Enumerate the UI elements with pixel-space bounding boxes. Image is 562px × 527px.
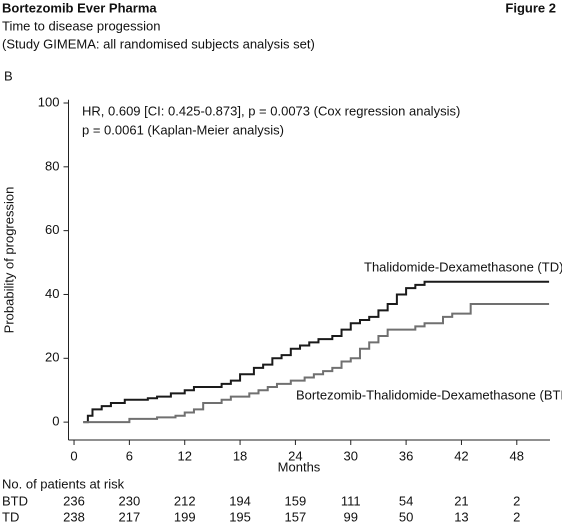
- y-axis-label: Probability of progression: [1, 187, 16, 334]
- x-tick-label: 18: [233, 448, 247, 463]
- figure-label: Figure 2: [505, 0, 556, 15]
- header-title: Bortezomib Ever Pharma: [2, 0, 157, 15]
- x-axis-label: Months: [278, 459, 321, 474]
- risk-row-name: TD: [2, 509, 19, 524]
- risk-count: 50: [399, 509, 413, 524]
- x-tick-label: 42: [454, 448, 468, 463]
- risk-count: 99: [344, 509, 358, 524]
- x-tick-label: 24: [288, 448, 302, 463]
- risk-count: 13: [454, 509, 468, 524]
- risk-count: 159: [285, 493, 307, 508]
- risk-count: 194: [229, 493, 251, 508]
- series-label: Thalidomide-Dexamethasone (TD): [364, 259, 562, 274]
- risk-count: 2: [513, 509, 520, 524]
- annotation: p = 0.0061 (Kaplan-Meier analysis): [82, 122, 284, 137]
- x-tick-label: 48: [510, 448, 524, 463]
- risk-count: 236: [63, 493, 85, 508]
- risk-count: 217: [119, 509, 141, 524]
- x-tick-label: 6: [126, 448, 133, 463]
- x-tick-label: 12: [177, 448, 191, 463]
- x-tick-label: 30: [344, 448, 358, 463]
- panel-label: B: [4, 68, 13, 83]
- risk-count: 195: [229, 509, 251, 524]
- annotation: HR, 0.609 [CI: 0.425-0.873], p = 0.0073 …: [82, 103, 460, 118]
- risk-count: 111: [341, 493, 361, 508]
- risk-count: 157: [285, 509, 307, 524]
- risk-table-title: No. of patients at risk: [2, 476, 125, 491]
- risk-count: 230: [119, 493, 141, 508]
- y-tick-label: 60: [45, 222, 59, 237]
- x-tick-label: 0: [70, 448, 77, 463]
- risk-count: 212: [174, 493, 196, 508]
- y-tick-label: 40: [45, 286, 59, 301]
- risk-count: 2: [513, 493, 520, 508]
- y-tick-label: 100: [38, 94, 60, 109]
- km-curve: [83, 303, 550, 424]
- risk-row-name: BTD: [2, 493, 28, 508]
- km-curve: [83, 280, 550, 424]
- subtitle: Time to disease progession: [2, 18, 161, 33]
- note: (Study GIMEMA: all randomised subjects a…: [2, 36, 315, 51]
- risk-count: 54: [399, 493, 413, 508]
- risk-count: 21: [454, 493, 468, 508]
- y-tick-label: 0: [52, 414, 59, 429]
- y-tick-label: 20: [45, 350, 59, 365]
- risk-count: 199: [174, 509, 196, 524]
- series-label: Bortezomib-Thalidomide-Dexamethasone (BT…: [296, 387, 562, 402]
- risk-count: 238: [63, 509, 85, 524]
- y-tick-label: 80: [45, 158, 59, 173]
- x-tick-label: 36: [399, 448, 413, 463]
